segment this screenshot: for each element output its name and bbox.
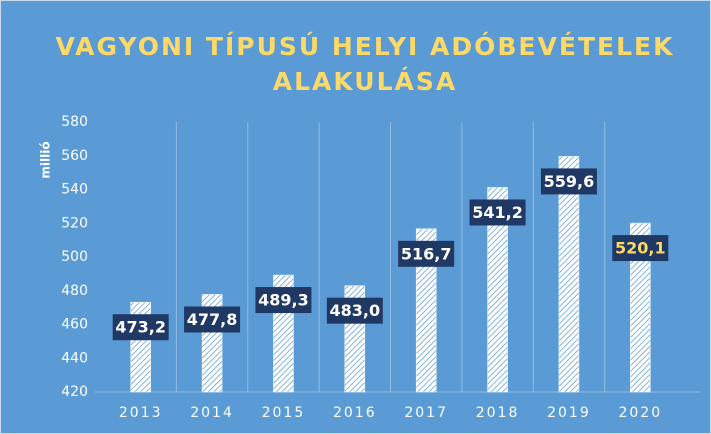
value-label-box xyxy=(398,240,455,267)
x-tick-label: 2013 xyxy=(119,405,163,421)
value-label: 516,7 xyxy=(401,244,452,263)
value-label: 489,3 xyxy=(258,291,309,310)
value-label: 483,0 xyxy=(330,301,381,320)
y-tick-label: 500 xyxy=(61,249,88,265)
y-tick-label: 440 xyxy=(61,350,88,366)
value-label: 477,8 xyxy=(187,310,238,329)
y-tick-label: 420 xyxy=(61,384,88,400)
value-label-box xyxy=(255,287,312,314)
y-tick-label: 540 xyxy=(61,182,88,198)
y-axis-label: millió xyxy=(39,141,53,178)
x-tick-label: 2017 xyxy=(404,405,448,421)
x-tick-label: 2016 xyxy=(333,405,377,421)
value-label-box xyxy=(469,199,526,226)
bar xyxy=(487,187,508,393)
value-label-box xyxy=(184,306,241,333)
value-label: 520,1 xyxy=(615,239,666,258)
x-tick-label: 2019 xyxy=(547,405,591,421)
bar xyxy=(558,156,580,393)
y-tick-label: 460 xyxy=(61,317,88,333)
chart-title: ALAKULÁSA xyxy=(273,67,458,96)
x-tick-label: 2018 xyxy=(476,405,520,421)
x-tick-label: 2014 xyxy=(190,405,234,421)
value-label: 473,2 xyxy=(115,318,166,337)
x-tick-label: 2020 xyxy=(618,405,662,421)
value-label-box xyxy=(540,168,597,195)
value-label: 541,2 xyxy=(472,203,523,222)
value-label-box xyxy=(612,235,669,262)
value-label: 559,6 xyxy=(544,172,595,191)
y-tick-label: 520 xyxy=(61,215,88,231)
chart-title: VAGYONI TÍPUSÚ HELYI ADÓBEVÉTELEK xyxy=(56,31,675,61)
x-tick-label: 2015 xyxy=(262,405,306,421)
y-tick-label: 480 xyxy=(61,283,88,299)
bar xyxy=(415,228,437,393)
bar xyxy=(630,222,651,393)
value-label-box xyxy=(112,314,169,341)
value-label-box xyxy=(326,297,383,324)
y-tick-label: 580 xyxy=(61,114,88,130)
y-tick-label: 560 xyxy=(61,148,88,164)
